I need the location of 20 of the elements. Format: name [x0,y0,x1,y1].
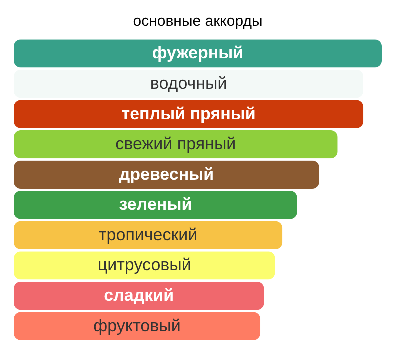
y-tick-label: тропический [99,225,198,244]
bar [14,130,338,159]
y-tick-label: теплый пряный [122,104,256,124]
bar [14,191,298,220]
bar [14,160,320,189]
y-tick-label: водочный [150,74,228,93]
y-tick-label: зеленый [119,195,192,214]
bar [14,252,276,280]
y-tick-label: сладкий [104,286,174,306]
bar [14,70,364,98]
y-tick-label: свежий пряный [116,134,236,154]
y-tick-label: фужерный [152,44,244,63]
y-tick-label: древесный [119,164,214,184]
bar [14,312,261,340]
y-tick-label: цитрусовый [98,256,192,275]
bar [14,221,283,250]
bar [14,40,382,68]
y-tick-label: фруктовый [94,316,181,336]
chart-title: основные аккорды [133,13,263,30]
bar [14,282,264,310]
